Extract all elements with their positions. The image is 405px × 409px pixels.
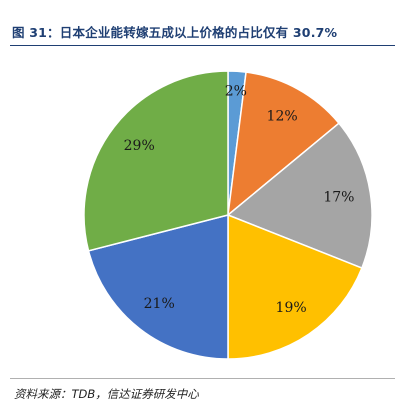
pie-slice-label-5: 21% [144,296,175,312]
pie-slices [83,70,373,360]
pie-slice-label-3: 17% [323,189,354,205]
pie-slice-5 [87,214,229,360]
pie-labels: 2% 12% 17% 19% 21% 29% [124,83,355,316]
pie-slice-6 [83,70,229,252]
title-divider [10,45,395,46]
pie-slice-label-4: 19% [276,300,307,316]
pie-slice-label-6: 29% [124,138,155,154]
pie-slice-3 [226,122,373,269]
pie-slice-label-1: 2% [225,83,247,99]
pie-slice-2 [227,71,341,217]
source-note: 资料来源：TDB，信达证券研发中心 [14,387,199,401]
figure-title: 图 31：日本企业能转嫁五成以上价格的占比仅有 30.7% [12,25,338,40]
pie-slice-label-2: 12% [267,109,298,125]
pie-slice-4 [227,213,363,360]
source-divider [10,378,395,379]
